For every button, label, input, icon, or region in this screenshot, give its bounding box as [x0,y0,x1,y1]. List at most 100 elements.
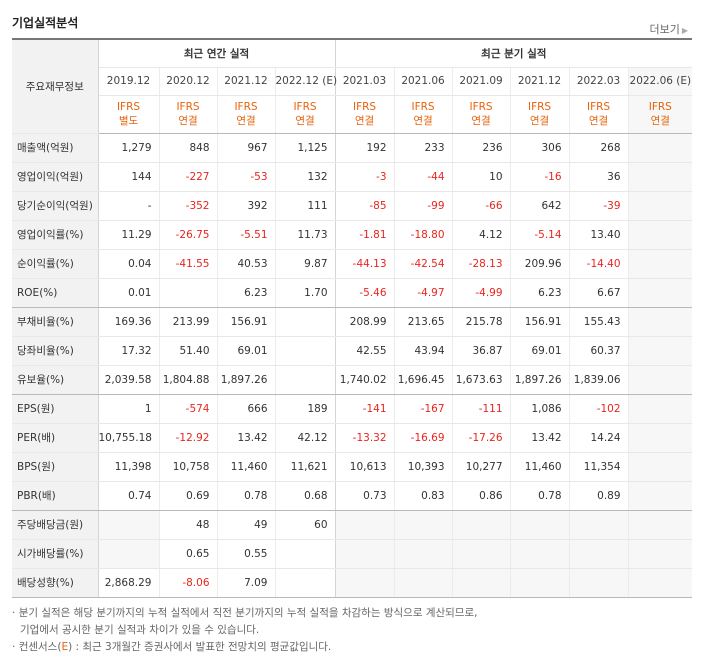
table-cell: 0.68 [275,481,336,511]
table-cell: -18.80 [394,220,453,250]
table-cell [628,133,693,163]
table-cell: -167 [394,394,453,424]
table-cell [335,510,395,540]
table-cell [628,162,693,192]
consolidation-type: 연결 [178,115,198,127]
table-cell: 6.67 [569,278,629,308]
table-cell: 236 [452,133,511,163]
table-cell: -28.13 [452,249,511,279]
table-cell: 1,696.45 [394,365,453,395]
table-cell: 11,460 [510,452,570,482]
table-cell: -5.46 [335,278,395,308]
table-cell: 13.40 [569,220,629,250]
table-cell [628,394,693,424]
accounting-standard: IFRS 연결 [628,95,693,134]
table-cell: 848 [159,133,218,163]
table-cell: -44.13 [335,249,395,279]
period-header: 2022.12 (E) [275,67,337,96]
standard-name: IFRS [234,101,258,113]
standard-name: IFRS [469,101,493,113]
standard-name: IFRS [176,101,200,113]
table-cell: 60.37 [569,336,629,366]
table-cell [510,568,570,598]
table-row: 주당배당금(원) 48 49 60 [12,510,693,540]
more-link[interactable]: 더보기 ▶ [649,21,688,37]
table-cell: 268 [569,133,629,163]
table-cell: -44 [394,162,453,192]
table-row: PER(배) 10,755.18 -12.92 13.42 42.12 -13.32 -16… [12,423,693,453]
table-row: 매출액(억원) 1,279 848 967 1,125 192 233 236 306 268 [12,133,693,163]
period-header: 2020.12 [159,67,218,96]
table-cell: -4.99 [452,278,511,308]
table-cell: -141 [335,394,395,424]
table-row: 시가배당률(%) 0.65 0.55 [12,539,693,569]
table-cell: -574 [159,394,218,424]
table-cell: 14.24 [569,423,629,453]
note-1: · 분기 실적은 해당 분기까지의 누적 실적에서 직전 분기까지의 누적 실적… [12,607,478,619]
table-cell: 0.65 [159,539,218,569]
table-row: ROE(%) 0.01 6.23 1.70 -5.46 -4.97 -4.99 6.23 6.6… [12,278,693,308]
note-2: · 컨센서스(E) : 최근 3개월간 증권사에서 발표한 전망치의 평균값입니… [12,641,332,653]
table-cell [275,365,336,395]
standard-name: IFRS [648,101,672,113]
table-cell: 10,393 [394,452,453,482]
table-cell: -3 [335,162,395,192]
row-label: BPS(원) [12,452,99,482]
period-header: 2021.06 [394,67,453,96]
row-label: 주당배당금(원) [12,510,99,540]
table-cell [275,568,336,598]
period-header: 2021.09 [452,67,511,96]
label-column-header: 주요재무정보 [12,39,99,134]
table-cell [628,481,693,511]
period-header: 2019.12 [98,67,160,96]
row-label: PER(배) [12,423,99,453]
table-cell: 48 [159,510,218,540]
row-label: 당기순이익(억원) [12,191,99,221]
row-label: 순이익률(%) [12,249,99,279]
table-cell [569,568,629,598]
table-cell: 49 [217,510,276,540]
row-label: 부채비율(%) [12,307,99,337]
standard-name: IFRS [352,101,377,113]
table-cell: 7.09 [217,568,276,598]
footnotes: · 분기 실적은 해당 분기까지의 누적 실적에서 직전 분기까지의 누적 실적… [12,605,477,656]
table-cell: -102 [569,394,629,424]
table-cell: 215.78 [452,307,511,337]
table-cell: 11,460 [217,452,276,482]
table-cell: 6.23 [217,278,276,308]
table-cell: 11,354 [569,452,629,482]
consolidation-type: 연결 [236,115,256,127]
table-cell [628,336,693,366]
row-label: 영업이익(억원) [12,162,99,192]
table-cell [628,249,693,279]
consolidation-type: 연결 [413,115,433,127]
table-cell: 13.42 [510,423,570,453]
table-cell: 9.87 [275,249,336,279]
row-label: 유보율(%) [12,365,99,395]
table-cell [98,539,160,569]
table-cell [628,539,693,569]
table-cell [628,568,693,598]
table-cell: 306 [510,133,570,163]
table-cell: -227 [159,162,218,192]
table-cell: 0.04 [98,249,160,279]
table-cell: -5.51 [217,220,276,250]
table-cell: 17.32 [98,336,160,366]
row-label: 매출액(억원) [12,133,99,163]
table-row: 순이익률(%) 0.04 -41.55 40.53 9.87 -44.13 -42.54 -2… [12,249,693,279]
table-cell: 1,897.26 [217,365,276,395]
table-cell [628,365,693,395]
table-cell: -17.26 [452,423,511,453]
table-row: 배당성향(%) 2,868.29 -8.06 7.09 [12,568,693,598]
table-cell: 155.43 [569,307,629,337]
standard-name: IFRS [586,101,611,113]
period-header: 2022.03 [569,67,629,96]
table-cell: 10,277 [452,452,511,482]
table-row: 부채비율(%) 169.36 213.99 156.91 208.99 213.65 215… [12,307,693,337]
table-cell: 144 [98,162,160,192]
table-cell: 11.29 [98,220,160,250]
section-title: 기업실적분석 [12,16,79,30]
table-cell: -16.69 [394,423,453,453]
table-cell: 2,039.58 [98,365,160,395]
table-cell: -1.81 [335,220,395,250]
